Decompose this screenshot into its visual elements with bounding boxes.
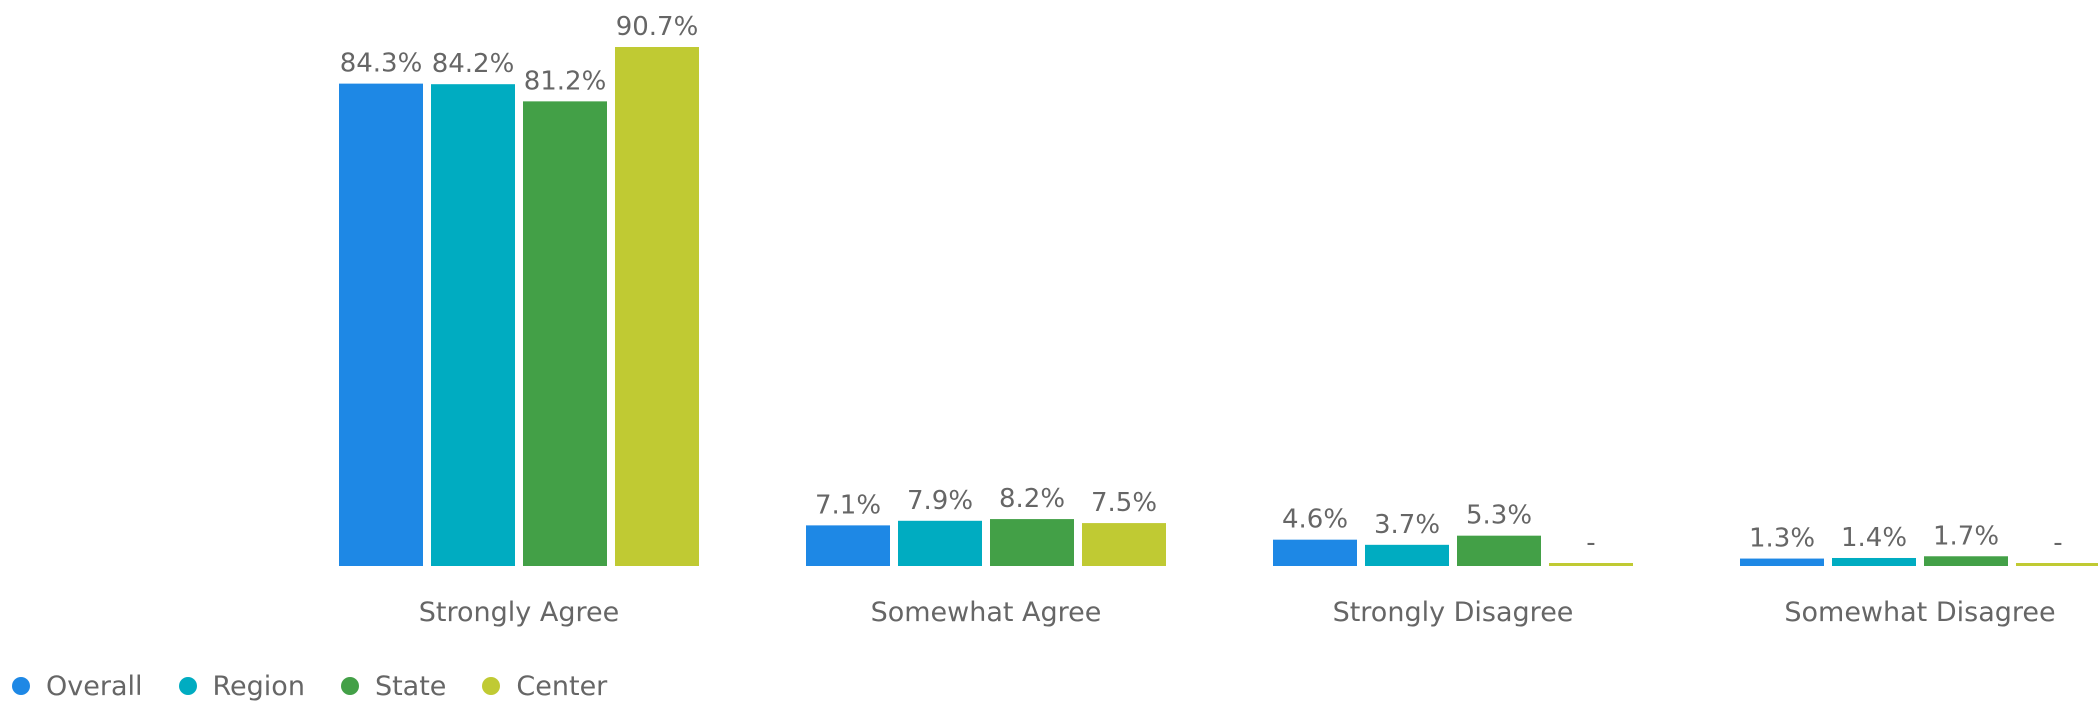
bar-state-somewhat-disagree[interactable] [1924, 556, 2008, 566]
legend-dot-icon [340, 677, 359, 695]
data-label-center-strongly-agree: 90.7% [616, 12, 699, 42]
bar-region-somewhat-agree[interactable] [898, 520, 982, 566]
legend: Overall Region State Center [12, 668, 643, 704]
legend-item-center[interactable]: Center [482, 671, 607, 702]
bar-overall-somewhat-disagree[interactable] [1740, 558, 1824, 566]
data-label-state-strongly-agree: 81.2% [524, 66, 607, 96]
category-label-somewhat-agree: Somewhat Agree [871, 597, 1102, 628]
bar-center-somewhat-disagree[interactable] [2016, 563, 2098, 566]
legend-dot-icon [178, 677, 197, 695]
legend-item-overall[interactable]: Overall [12, 671, 143, 702]
bar-region-strongly-disagree[interactable] [1365, 544, 1449, 566]
bar-overall-strongly-agree[interactable] [339, 83, 423, 567]
bar-region-somewhat-disagree[interactable] [1832, 557, 1916, 566]
data-label-overall-strongly-disagree: 4.6% [1282, 505, 1348, 535]
bar-chart: 84.3% 84.2% 81.2% 90.7% Strongly Agree 7.1% 7.… [339, 12, 2098, 628]
bar-state-strongly-agree[interactable] [523, 101, 607, 566]
data-label-region-somewhat-agree: 7.9% [907, 486, 973, 516]
data-label-state-somewhat-agree: 8.2% [999, 484, 1065, 514]
data-label-overall-somewhat-agree: 7.1% [815, 490, 881, 520]
data-label-center-somewhat-agree: 7.5% [1091, 488, 1157, 518]
bar-state-somewhat-agree[interactable] [990, 519, 1074, 566]
data-label-region-strongly-disagree: 3.7% [1374, 510, 1440, 540]
bar-overall-strongly-disagree[interactable] [1273, 539, 1357, 566]
data-label-center-somewhat-disagree: - [2053, 528, 2062, 558]
legend-item-region[interactable]: Region [178, 670, 305, 702]
category-label-strongly-agree: Strongly Agree [419, 597, 619, 628]
data-label-state-somewhat-disagree: 1.7% [1933, 521, 1999, 551]
data-label-state-strongly-disagree: 5.3% [1466, 501, 1532, 531]
legend-dot-icon [12, 677, 30, 695]
legend-label: Overall [46, 670, 143, 702]
legend-label: Region [212, 670, 305, 702]
bar-region-strongly-agree[interactable] [431, 84, 515, 567]
bar-center-strongly-disagree[interactable] [1549, 563, 1633, 566]
bar-center-somewhat-agree[interactable] [1082, 523, 1166, 566]
data-label-overall-somewhat-disagree: 1.3% [1749, 524, 1815, 554]
data-label-overall-strongly-agree: 84.3% [340, 49, 423, 79]
legend-label: Center [516, 670, 608, 702]
data-label-region-strongly-agree: 84.2% [432, 49, 515, 79]
bar-state-strongly-disagree[interactable] [1457, 535, 1541, 566]
data-label-region-somewhat-disagree: 1.4% [1841, 523, 1907, 553]
category-label-somewhat-disagree: Somewhat Disagree [1784, 597, 2055, 628]
data-label-center-strongly-disagree: - [1586, 528, 1595, 558]
legend-dot-icon [482, 677, 501, 695]
category-label-strongly-disagree: Strongly Disagree [1333, 597, 1574, 628]
legend-label: State [374, 670, 447, 702]
bar-center-strongly-agree[interactable] [615, 47, 699, 566]
legend-item-state[interactable]: State [340, 670, 447, 702]
bar-overall-somewhat-agree[interactable] [806, 525, 890, 566]
